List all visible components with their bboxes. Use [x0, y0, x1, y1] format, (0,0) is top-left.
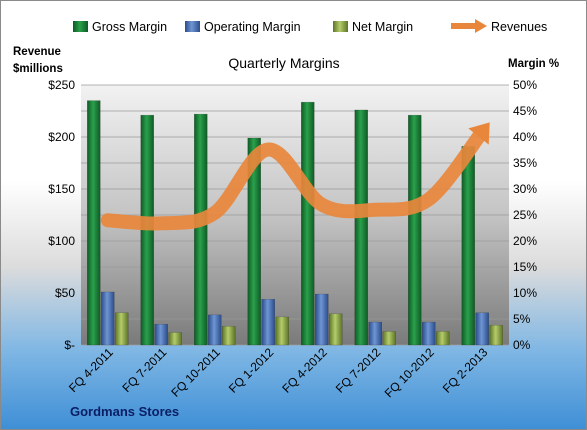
left-tick-label: $150 [48, 182, 75, 196]
right-tick-label: 45% [513, 104, 537, 118]
bar-operating-margin [154, 323, 168, 346]
legend-swatch-gross-margin [73, 21, 88, 32]
right-tick-label: 20% [513, 234, 537, 248]
bar-gross-margin [301, 101, 315, 346]
bar-net-margin [168, 332, 182, 346]
bar-operating-margin [315, 293, 329, 346]
bar-operating-margin [261, 298, 275, 346]
bar-gross-margin [87, 100, 101, 346]
legend: Gross Margin Operating Margin Net Margin… [73, 19, 547, 34]
category-label: FQ 4-2012 [279, 345, 330, 396]
left-tick-label: $200 [48, 130, 75, 144]
right-tick-label: 15% [513, 260, 537, 274]
right-tick-label: 10% [513, 286, 537, 300]
legend-label-revenues: Revenues [491, 20, 547, 34]
revenue-arrowhead [468, 122, 490, 145]
bar-operating-margin [475, 312, 489, 346]
right-tick-label: 5% [513, 312, 531, 326]
category-label: FQ 4-2011 [66, 345, 116, 395]
right-tick-label: 25% [513, 208, 537, 222]
left-axis-title-line2: $millions [13, 63, 63, 75]
bar-operating-margin [208, 314, 222, 346]
right-axis-ticks: 0% 5% 10% 15% 20% 25% 30% 35% 40% 45% 50% [513, 78, 537, 352]
bar-gross-margin [461, 146, 475, 346]
right-tick-label: 40% [513, 130, 537, 144]
legend-swatch-net-margin [333, 21, 348, 32]
left-tick-label: $50 [55, 286, 75, 300]
bar-net-margin [329, 313, 343, 346]
category-label: FQ 7-2011 [120, 345, 170, 395]
category-label: FQ 10-2012 [382, 345, 437, 400]
legend-arrowhead-revenues [475, 19, 487, 33]
legend-swatch-operating-margin [185, 21, 200, 32]
bar-net-margin [222, 326, 236, 346]
revenue-line-group [100, 122, 490, 231]
right-tick-label: 0% [513, 338, 531, 352]
bar-gross-margin [354, 109, 368, 346]
bar-operating-margin [422, 321, 436, 346]
left-tick-label: $250 [48, 78, 75, 92]
chart-title: Quarterly Margins [228, 55, 339, 71]
category-label: FQ 2-2013 [440, 345, 491, 396]
bar-operating-margin [101, 291, 115, 346]
bar-net-margin [436, 331, 450, 346]
legend-label-gross-margin: Gross Margin [92, 20, 167, 34]
category-label: FQ 10-2011 [168, 345, 223, 400]
right-tick-label: 30% [513, 182, 537, 196]
chart-footer: Gordmans Stores [70, 404, 179, 419]
left-tick-label: $- [64, 338, 75, 352]
bar-gross-margin [408, 114, 422, 346]
bar-net-margin [382, 331, 396, 346]
bars [87, 100, 503, 346]
category-label: FQ 1-2012 [226, 345, 277, 396]
legend-label-operating-margin: Operating Margin [204, 20, 301, 34]
left-tick-label: $100 [48, 234, 75, 248]
right-tick-label: 35% [513, 156, 537, 170]
right-tick-label: 50% [513, 78, 537, 92]
left-axis-ticks: $- $50 $100 $150 $200 $250 [48, 78, 75, 352]
left-axis-title-line1: Revenue [13, 46, 61, 58]
category-label: FQ 7-2012 [333, 345, 384, 396]
bar-net-margin [489, 324, 503, 346]
right-axis-title: Margin % [508, 58, 559, 70]
bar-gross-margin [247, 137, 261, 346]
bar-gross-margin [194, 113, 208, 346]
legend-label-net-margin: Net Margin [352, 20, 413, 34]
bar-net-margin [275, 316, 289, 346]
bar-operating-margin [368, 321, 382, 346]
bar-net-margin [115, 312, 129, 346]
